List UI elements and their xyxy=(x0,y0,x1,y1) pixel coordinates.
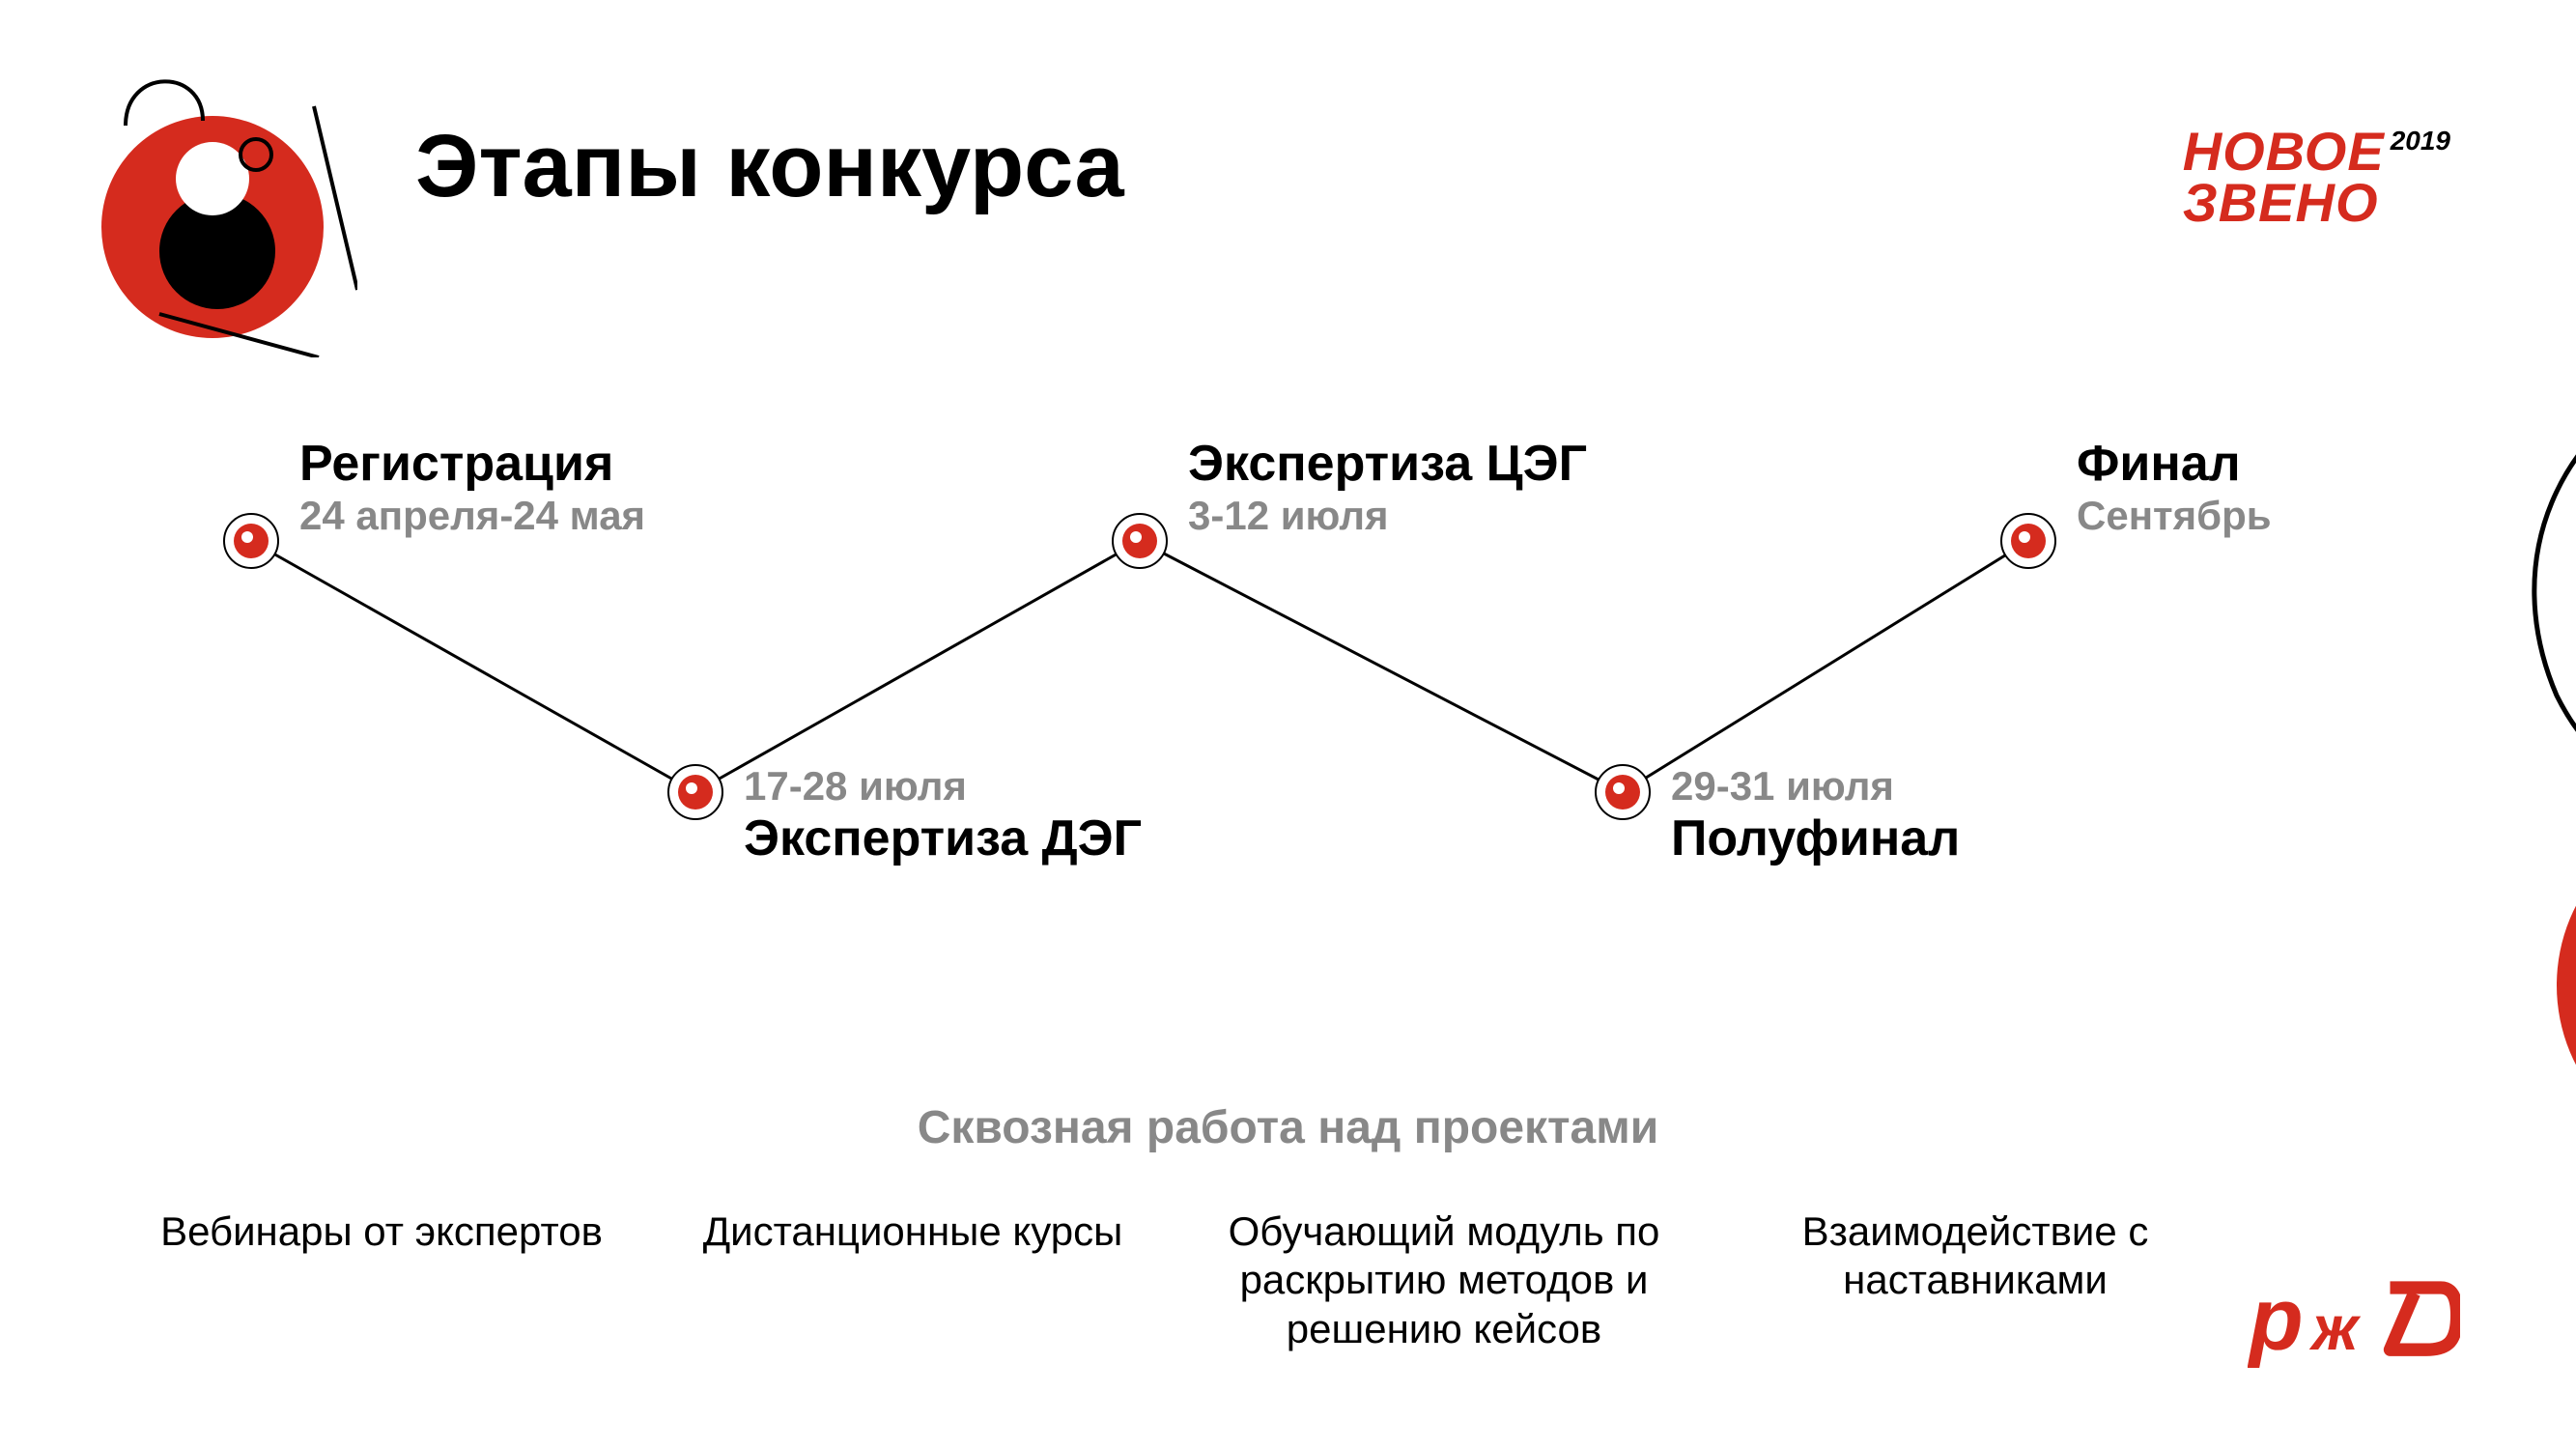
brand-year: 2019 xyxy=(2391,126,2450,156)
svg-text:p: p xyxy=(2248,1273,2304,1369)
timeline: Регистрация24 апреля-24 мая17-28 июляЭкс… xyxy=(193,444,2222,908)
timeline-node xyxy=(668,765,722,819)
stage-date: Сентябрь xyxy=(2077,493,2272,539)
stage-date: 17-28 июля xyxy=(744,763,1142,810)
timeline-node xyxy=(1113,514,1167,568)
timeline-edge xyxy=(1623,541,2028,792)
stage-title: Финал xyxy=(2077,435,2272,493)
timeline-node xyxy=(1596,765,1650,819)
timeline-stage: 17-28 июляЭкспертиза ДЭГ xyxy=(744,763,1142,867)
activity-item: Вебинары от экспертов xyxy=(116,1208,647,1353)
timeline-node xyxy=(2001,514,2055,568)
subheader: Сквозная работа над проектами xyxy=(0,1101,2576,1154)
stage-title: Экспертиза ДЭГ xyxy=(744,810,1142,867)
activities-row: Вебинары от экспертовДистанционные курсы… xyxy=(116,1208,2241,1353)
stage-date: 3-12 июля xyxy=(1188,493,1587,539)
brand-logo: НОВОЕ2019 ЗВЕНО xyxy=(2183,126,2450,228)
timeline-edge xyxy=(251,541,695,792)
stage-date: 29-31 июля xyxy=(1671,763,1960,810)
activity-item: Дистанционные курсы xyxy=(647,1208,1178,1353)
brand-line2: ЗВЕНО xyxy=(2183,177,2450,228)
stage-title: Экспертиза ЦЭГ xyxy=(1188,435,1587,493)
timeline-stage: ФиналСентябрь xyxy=(2077,435,2272,539)
stage-title: Полуфинал xyxy=(1671,810,1960,867)
svg-text:ж: ж xyxy=(2309,1293,2362,1363)
brand-line1: НОВОЕ xyxy=(2183,126,2385,177)
timeline-edge xyxy=(1140,541,1623,792)
timeline-stage: 29-31 июляПолуфинал xyxy=(1671,763,1960,867)
timeline-edge xyxy=(695,541,1140,792)
timeline-node xyxy=(224,514,278,568)
page-title: Этапы конкурса xyxy=(415,116,1124,217)
rzd-logo: p ж xyxy=(2248,1273,2460,1391)
logo-corner-icon xyxy=(68,68,357,357)
slide: Этапы конкурса НОВОЕ2019 ЗВЕНО Регистрац… xyxy=(0,0,2576,1449)
timeline-stage: Экспертиза ЦЭГ3-12 июля xyxy=(1188,435,1587,539)
stage-title: Регистрация xyxy=(299,435,645,493)
stage-date: 24 апреля-24 мая xyxy=(299,493,645,539)
activity-item: Взаимодействие с наставниками xyxy=(1710,1208,2241,1353)
activity-item: Обучающий модуль по раскрытию методов и … xyxy=(1178,1208,1710,1353)
timeline-stage: Регистрация24 апреля-24 мая xyxy=(299,435,645,539)
